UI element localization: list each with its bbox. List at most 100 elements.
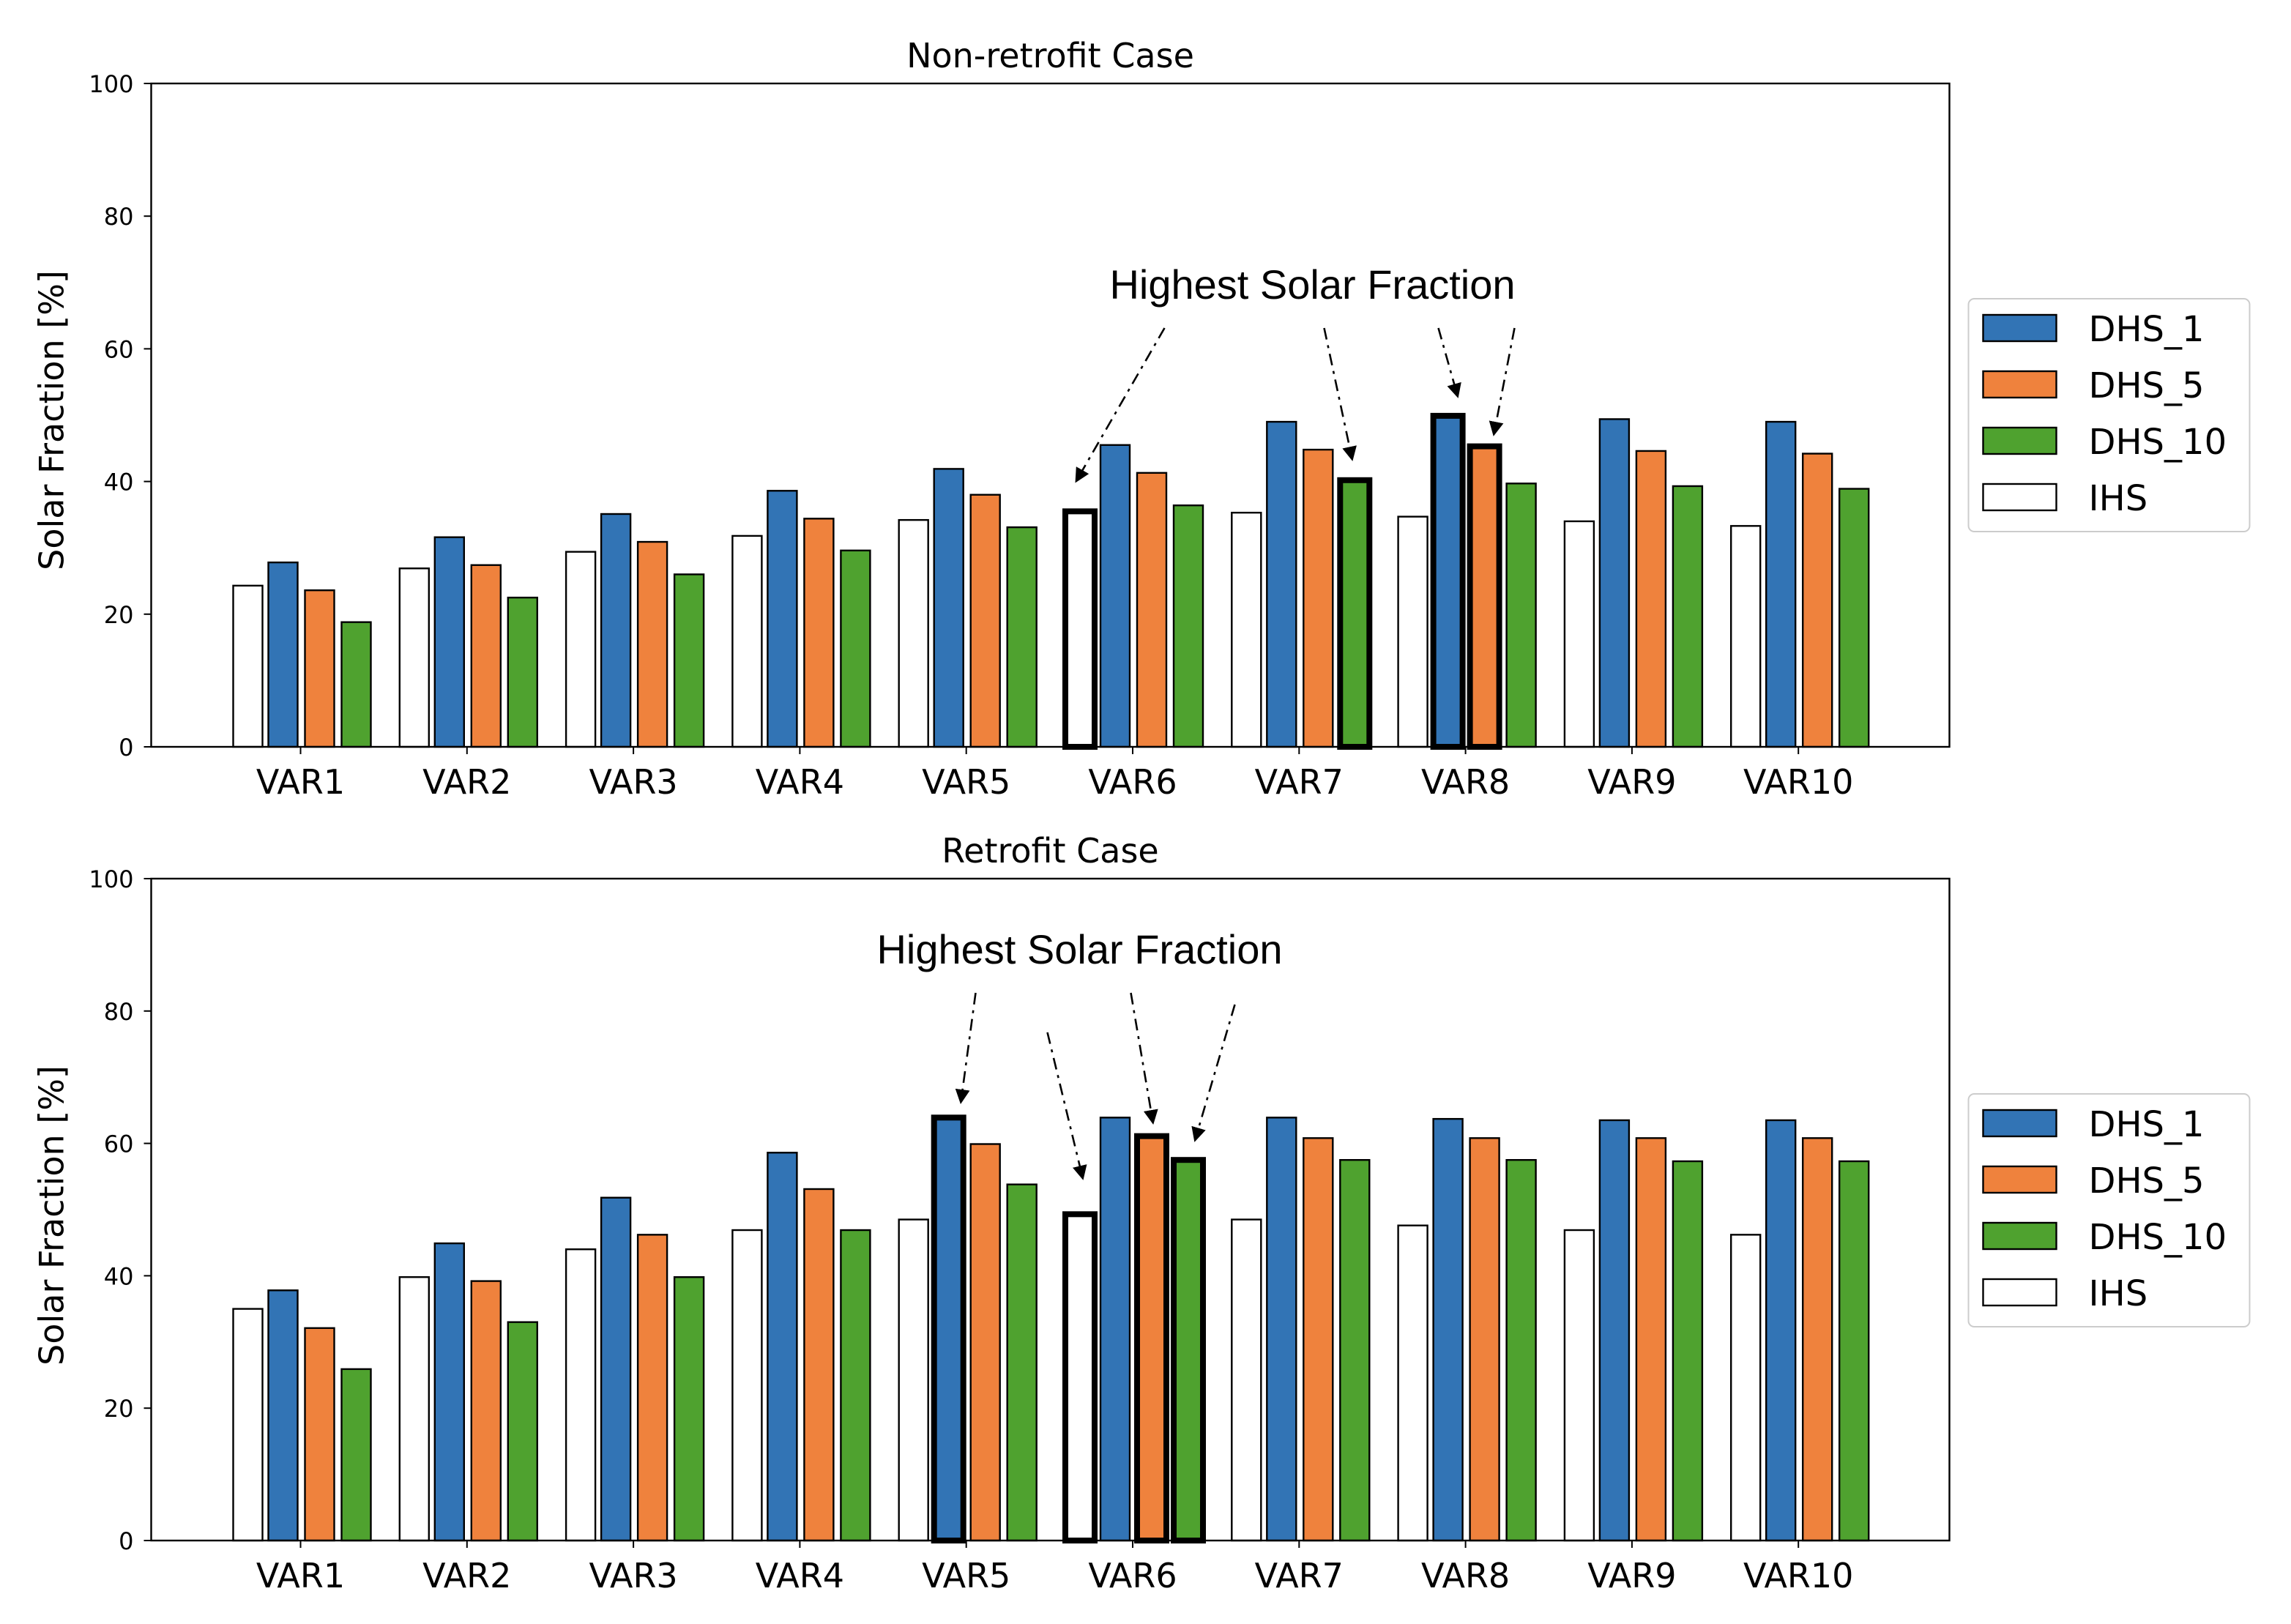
- x-tick-label: VAR7: [1255, 762, 1344, 802]
- bar-dhs_5-var1: [304, 589, 335, 748]
- chart-title: Retrofit Case: [942, 831, 1158, 871]
- annotation-arrow: [1323, 327, 1357, 461]
- bar-dhs_5-var10: [1801, 1137, 1833, 1542]
- bar-ihs-var9: [1563, 1229, 1595, 1542]
- bar-dhs_1-var3: [600, 513, 632, 748]
- bar-dhs_1-var7: [1266, 420, 1297, 748]
- bar-dhs_1-var4: [767, 1152, 798, 1542]
- bar-dhs_5-var9: [1635, 1137, 1667, 1542]
- bar-dhs_5-var1: [304, 1327, 335, 1542]
- bar-ihs-var1: [232, 584, 264, 748]
- bar-ihs-var4: [731, 1229, 763, 1542]
- bar-dhs_1-var8: [1432, 1117, 1464, 1542]
- bar-dhs_10-var2: [507, 1321, 538, 1542]
- bar-dhs_5-var3: [636, 1234, 668, 1542]
- bar-dhs_10-var5: [1006, 1183, 1038, 1542]
- x-tick-label: VAR9: [1587, 762, 1676, 802]
- bar-dhs_1-var1: [267, 561, 299, 748]
- bar-ihs-var1: [232, 1308, 264, 1542]
- x-tick-label: VAR10: [1743, 762, 1854, 802]
- legend: DHS_1 DHS_5 DHS_10 IHS: [1967, 298, 2251, 532]
- legend: DHS_1 DHS_5 DHS_10 IHS: [1967, 1093, 2251, 1327]
- bar-dhs_1-var1: [267, 1289, 299, 1542]
- annotation-arrow: [1075, 327, 1166, 483]
- x-tick-label: VAR8: [1421, 762, 1510, 802]
- y-tick-label: 0: [119, 734, 133, 761]
- bar-ihs-var9: [1563, 520, 1595, 748]
- legend-label: IHS: [2089, 478, 2148, 519]
- bar-dhs_10-var2: [507, 596, 538, 748]
- legend-label: DHS_1: [2089, 309, 2205, 350]
- legend-box: [1967, 298, 2251, 532]
- annotation-text: Highest Solar Fraction: [876, 926, 1282, 972]
- bar-dhs_1-var5: [933, 468, 964, 748]
- bar-dhs_5-var3: [636, 540, 668, 748]
- bar-ihs-var2: [398, 567, 430, 748]
- bar-ihs-var2: [398, 1276, 430, 1542]
- bar-dhs_10-var7: [1337, 477, 1373, 750]
- legend-swatch-dhs_5: [1982, 370, 2057, 399]
- annotation-text: Highest Solar Fraction: [1109, 261, 1515, 308]
- bar-dhs_10-var5: [1006, 526, 1038, 748]
- bar-dhs_10-var7: [1339, 1158, 1371, 1542]
- y-tick-label: 20: [104, 601, 134, 629]
- annotation-arrow: [1191, 1004, 1236, 1142]
- bar-dhs_10-var4: [840, 1229, 871, 1542]
- x-tick-label: VAR9: [1587, 1556, 1676, 1595]
- legend-label: DHS_5: [2089, 365, 2205, 406]
- legend-swatch-dhs_1: [1982, 1109, 2057, 1138]
- legend-label: IHS: [2089, 1273, 2148, 1314]
- bar-dhs_1-var3: [600, 1196, 632, 1542]
- legend-label: DHS_10: [2089, 1217, 2227, 1258]
- y-tick-label: 80: [104, 203, 134, 231]
- bar-dhs_5-var5: [969, 493, 1001, 748]
- annotation-arrow: [1489, 327, 1516, 436]
- y-axis-label: Solar Fraction [%]: [32, 270, 72, 570]
- bar-dhs_10-var6: [1172, 504, 1204, 748]
- bar-ihs-var10: [1729, 1234, 1762, 1542]
- x-tick-label: VAR7: [1255, 1556, 1344, 1595]
- bar-ihs-var6: [1062, 1211, 1098, 1543]
- bar-ihs-var8: [1397, 1224, 1428, 1542]
- bar-dhs_10-var8: [1505, 1158, 1537, 1542]
- bar-ihs-var5: [898, 518, 929, 748]
- legend-swatch-dhs_10: [1982, 1221, 2057, 1251]
- bar-ihs-var5: [898, 1218, 929, 1542]
- bar-dhs_5-var2: [470, 1280, 502, 1542]
- bar-dhs_10-var3: [673, 573, 705, 748]
- plot-frame: [150, 82, 1951, 748]
- legend-swatch-dhs_1: [1982, 313, 2057, 343]
- x-tick-label: VAR6: [1088, 1556, 1177, 1595]
- x-tick-label: VAR2: [422, 1556, 511, 1595]
- bar-dhs_5-var4: [803, 1188, 835, 1542]
- bar-dhs_1-var6: [1099, 1117, 1131, 1542]
- bar-dhs_5-var4: [803, 518, 835, 748]
- bar-dhs_1-var5: [931, 1114, 966, 1543]
- legend-swatch-dhs_10: [1982, 426, 2057, 455]
- bar-dhs_5-var5: [969, 1143, 1001, 1542]
- bar-dhs_1-var2: [433, 536, 465, 748]
- y-tick-label: 40: [104, 1262, 134, 1290]
- bar-dhs_10-var10: [1838, 488, 1870, 748]
- legend-box: [1967, 1093, 2251, 1327]
- y-tick-label: 60: [104, 335, 134, 363]
- x-tick-label: VAR5: [922, 762, 1010, 802]
- legend-label: DHS_5: [2089, 1161, 2205, 1202]
- y-tick-label: 80: [104, 998, 134, 1026]
- bar-ihs-var10: [1729, 525, 1762, 748]
- bar-dhs_5-var9: [1635, 450, 1667, 748]
- bar-dhs_10-var8: [1505, 483, 1537, 748]
- plot-frame: [150, 877, 1951, 1542]
- x-tick-label: VAR3: [589, 1556, 677, 1595]
- bar-dhs_10-var10: [1838, 1160, 1870, 1542]
- x-tick-label: VAR1: [256, 762, 345, 802]
- y-tick-label: 0: [119, 1527, 133, 1555]
- legend-label: DHS_1: [2089, 1104, 2205, 1145]
- bar-dhs_10-var6: [1171, 1157, 1206, 1543]
- bar-dhs_5-var8: [1467, 443, 1502, 750]
- bar-dhs_10-var3: [673, 1276, 705, 1542]
- bar-ihs-var7: [1231, 1218, 1262, 1542]
- bar-dhs_1-var7: [1266, 1117, 1297, 1542]
- annotation-arrow: [1437, 327, 1461, 398]
- bar-dhs_5-var6: [1136, 472, 1168, 748]
